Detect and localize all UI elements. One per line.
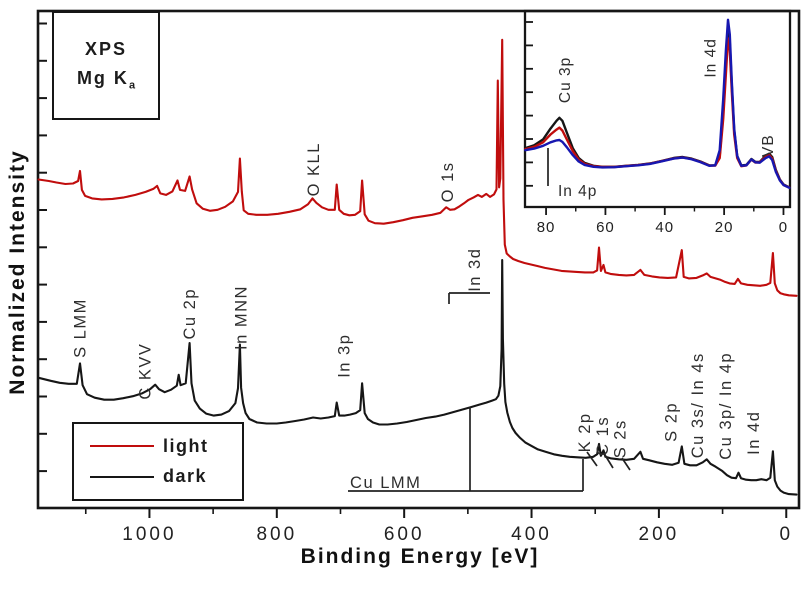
inset-plot-y-ticks	[525, 21, 533, 187]
x-tick-label: 80	[537, 219, 556, 236]
main-plot-curve-dark	[37, 258, 798, 496]
main-plot-y-ticks	[38, 22, 47, 473]
peak-label-s-2s: S 2s	[611, 419, 629, 458]
source-label: Mg Ka	[76, 68, 136, 92]
dark-line-swatch	[90, 475, 154, 479]
inset-plot-x-ticks: 80 60 40 20 0	[537, 207, 788, 236]
y-axis-title: Normalized Intensity	[6, 149, 29, 394]
x-tick-label: 0	[779, 524, 793, 545]
peak-label-in-4d: In 4d	[702, 38, 719, 77]
peak-label-s-2p: S 2p	[662, 402, 680, 442]
main-plot-series	[37, 38, 798, 496]
peak-label-cu-3p: Cu 3p	[557, 57, 574, 103]
peak-label-k-2p: K 2p	[576, 412, 594, 452]
technique-label: XPS	[84, 39, 128, 60]
legend: light dark	[72, 422, 244, 501]
main-plot-curve-light	[37, 38, 798, 297]
x-axis-title: Binding Energy [eV]	[301, 545, 540, 568]
main-plot-frame	[36, 9, 801, 510]
peak-label-s-lmm: S LMM	[71, 298, 89, 358]
x-tick-label: 600	[384, 524, 425, 545]
x-tick-label: 60	[596, 219, 615, 236]
x-tick-label: 40	[655, 219, 674, 236]
inset-plot-series	[524, 18, 791, 190]
light-line-swatch	[90, 444, 154, 448]
peak-label-cu-lmm: Cu LMM	[350, 474, 421, 492]
peak-label-in-3d: In 3d	[466, 248, 484, 292]
x-tick-label: 0	[779, 219, 788, 236]
legend-item-dark: dark	[74, 466, 242, 487]
peak-label-in-4d: In 4d	[745, 411, 763, 455]
x-tick-label: 400	[511, 524, 552, 545]
legend-item-light: light	[74, 436, 242, 457]
inset-plot-curve-dark	[524, 29, 791, 189]
annotation-line	[621, 457, 631, 471]
peak-label-in-3p: In 3p	[336, 334, 354, 378]
peak-label-in-mnn: In MNN	[233, 285, 251, 350]
inset-plot-annotations: Cu 3p In 4d VB In 4p	[547, 38, 777, 200]
peak-label-o-kll: O KLL	[305, 142, 323, 196]
main-plot-annotations: S LMM C KVV Cu 2p In MNN O KLL In 3p O 1s In 3d…	[71, 142, 763, 492]
main-plot-x-ticks: 1000 800 600 400 200 0	[84, 508, 793, 545]
peak-label-cu-3p-in-4p: Cu 3p/ In 4p	[717, 352, 735, 460]
peak-label-vb: VB	[760, 134, 777, 157]
x-tick-label: 1000	[122, 524, 176, 545]
legend-label-dark: dark	[163, 466, 208, 487]
peak-label-cu-2p: Cu 2p	[181, 288, 199, 340]
x-tick-label: 800	[256, 524, 297, 545]
inset-plot-frame	[523, 9, 792, 209]
peak-label-o-1s: O 1s	[439, 161, 457, 202]
annotation-line	[586, 451, 598, 467]
inset-plot-curve-blue	[524, 18, 791, 190]
x-tick-label: 200	[639, 524, 680, 545]
excitation-source-box: XPS Mg Ka	[52, 11, 160, 120]
x-tick-label: 20	[715, 219, 734, 236]
peak-label-c-kvv: C KVV	[136, 343, 154, 400]
peak-label-in-4p: In 4p	[558, 183, 597, 200]
peak-label-c-1s: C 1s	[594, 416, 612, 456]
legend-label-light: light	[163, 435, 209, 456]
source-subscript: a	[128, 79, 136, 92]
inset-plot: 80 60 40 20 0 Cu 3p In 4d VB In 4p	[523, 9, 792, 236]
annotation-line	[604, 454, 614, 469]
peak-label-cu-3s-in-4s: Cu 3s/ In 4s	[689, 352, 707, 458]
